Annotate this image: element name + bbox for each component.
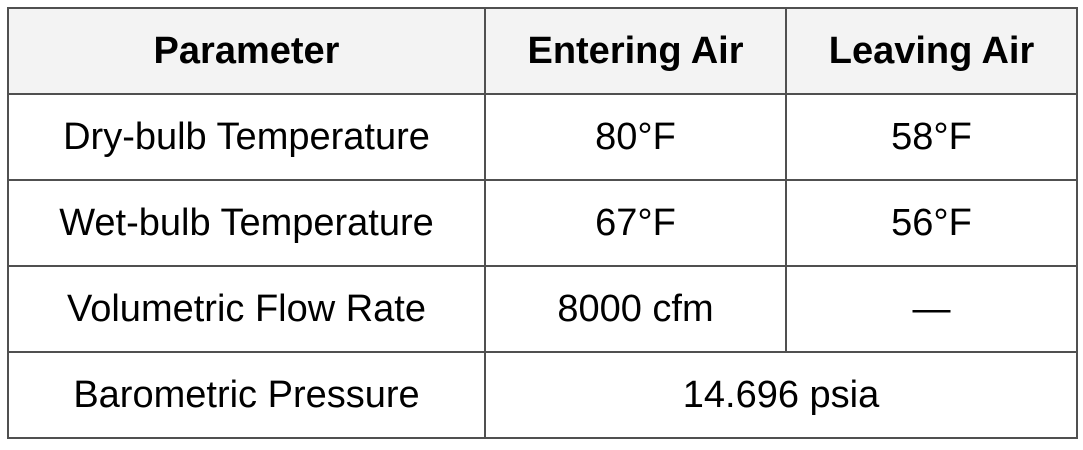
table-row: Wet-bulb Temperature 67°F 56°F [7,179,1078,267]
leaving-value: — [785,265,1078,353]
leaving-value: 56°F [785,179,1078,267]
table-row: Volumetric Flow Rate 8000 cfm — [7,265,1078,353]
table-row: Barometric Pressure 14.696 psia [7,351,1078,439]
row-label: Wet-bulb Temperature [7,179,486,267]
merged-value: 14.696 psia [484,351,1078,439]
header-leaving-air: Leaving Air [785,7,1078,95]
entering-value: 80°F [484,93,787,181]
properties-table: Parameter Entering Air Leaving Air Dry-b… [7,7,1078,439]
table-header-row: Parameter Entering Air Leaving Air [7,7,1078,95]
row-label: Barometric Pressure [7,351,486,439]
row-label: Volumetric Flow Rate [7,265,486,353]
table-row: Dry-bulb Temperature 80°F 58°F [7,93,1078,181]
row-label: Dry-bulb Temperature [7,93,486,181]
entering-value: 8000 cfm [484,265,787,353]
header-entering-air: Entering Air [484,7,787,95]
leaving-value: 58°F [785,93,1078,181]
header-parameter: Parameter [7,7,486,95]
table-container: Parameter Entering Air Leaving Air Dry-b… [7,7,1078,439]
entering-value: 67°F [484,179,787,267]
